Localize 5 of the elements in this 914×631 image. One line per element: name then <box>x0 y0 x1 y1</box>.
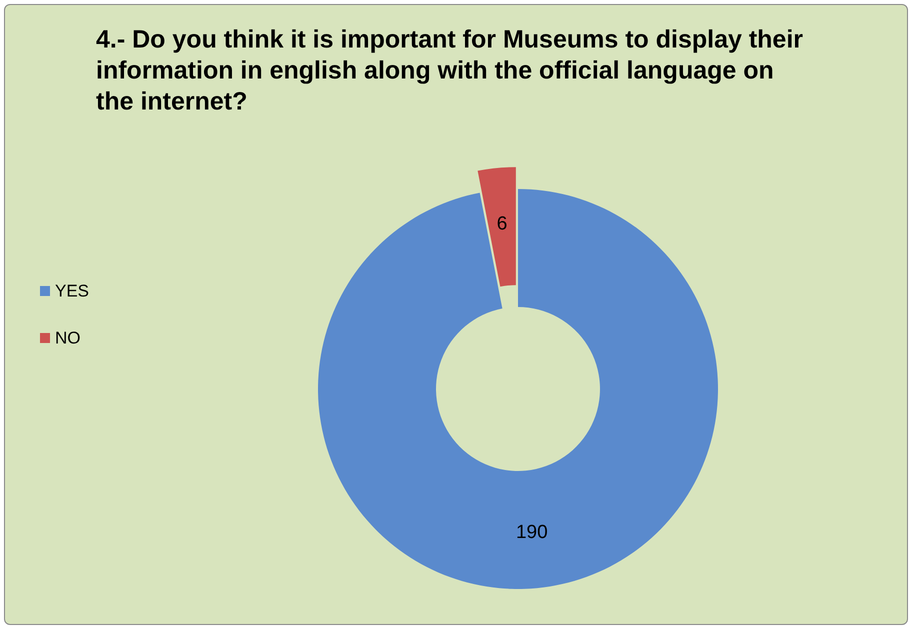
legend-label: YES <box>55 282 90 300</box>
legend-label: NO <box>55 328 80 348</box>
data-label: 6 <box>496 213 508 234</box>
data-label: 190 <box>516 522 548 543</box>
chart-title: 4.- Do you think it is important for Museums to display their information in english along with the official language on the internet? <box>96 26 810 116</box>
